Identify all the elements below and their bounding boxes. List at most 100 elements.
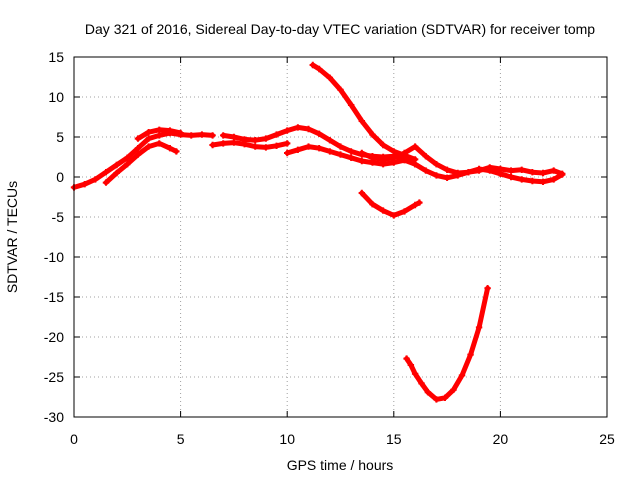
data-point [337, 86, 344, 93]
data-point [134, 145, 142, 152]
data-point [411, 201, 419, 209]
data-point [424, 389, 432, 396]
x-tick-label: 20 [493, 431, 509, 447]
data-point [241, 141, 248, 148]
data-point [166, 127, 174, 134]
x-tick-label: 0 [70, 431, 78, 447]
data-point [124, 161, 131, 168]
y-tick-label: -25 [44, 369, 64, 385]
x-axis-label: GPS time / hours [287, 457, 394, 473]
data-point [262, 135, 270, 142]
series-track-8 [358, 143, 566, 177]
data-point [379, 207, 387, 214]
data-point [305, 125, 312, 133]
chart-title: Day 321 of 2016, Sidereal Day-to-day VTE… [85, 21, 595, 37]
data-series [70, 61, 566, 403]
data-point [262, 144, 270, 151]
y-axis-label: SDTVAR / TECUs [4, 181, 20, 293]
data-point [441, 394, 449, 401]
data-point [309, 61, 316, 69]
data-point [379, 141, 387, 149]
data-point [294, 146, 302, 153]
series-track-9 [358, 189, 423, 219]
data-point [450, 386, 457, 393]
data-point [550, 167, 557, 174]
series-track-2 [102, 140, 180, 186]
data-point [379, 156, 387, 163]
data-point [134, 151, 142, 158]
data-point [326, 148, 334, 155]
series-track-7 [309, 61, 419, 163]
data-point [102, 169, 110, 176]
data-point [358, 157, 366, 165]
data-point [273, 142, 280, 149]
y-tick-label: -30 [44, 409, 64, 425]
data-point [467, 351, 474, 358]
y-tick-label: 15 [48, 49, 64, 65]
data-point [518, 166, 525, 173]
data-point [284, 140, 291, 147]
data-point [443, 166, 451, 173]
y-tick-label: 0 [56, 169, 64, 185]
data-point [433, 396, 440, 403]
data-point [358, 189, 366, 197]
data-point [390, 212, 397, 219]
data-point [347, 101, 355, 109]
data-point [92, 176, 99, 183]
data-point [252, 137, 259, 144]
y-tick-label: 10 [48, 89, 64, 105]
data-point [294, 124, 302, 131]
data-point [124, 154, 131, 161]
data-point [411, 156, 419, 163]
data-point [337, 151, 344, 158]
data-point [358, 117, 366, 125]
data-point [529, 169, 536, 176]
data-point [134, 135, 142, 142]
data-point [326, 137, 334, 144]
x-tick-label: 5 [177, 431, 185, 447]
data-point [209, 141, 216, 149]
axis-ticks: 0 5 10 15 20 25 -30 -25 -20 -15 -10 -5 0 5 10 15 [44, 49, 615, 447]
data-point [315, 65, 323, 73]
data-point [411, 143, 419, 150]
data-point [209, 132, 216, 139]
data-point [315, 130, 323, 137]
data-point [422, 167, 429, 174]
plot-frame [73, 56, 608, 418]
data-point [539, 178, 547, 185]
data-point [433, 172, 440, 179]
data-point [145, 143, 152, 150]
data-point [407, 361, 415, 369]
data-point [156, 132, 163, 139]
y-tick-label: -5 [52, 209, 65, 225]
data-point [102, 179, 110, 186]
series-track-5 [209, 139, 291, 151]
data-point [156, 126, 163, 133]
data-point [390, 154, 397, 161]
data-point [411, 370, 419, 377]
y-tick-label: -10 [44, 249, 64, 265]
data-point [369, 201, 376, 208]
data-point [145, 135, 152, 142]
data-point [113, 161, 120, 169]
data-point [337, 143, 344, 150]
data-point [358, 149, 366, 157]
data-point [369, 154, 376, 161]
x-tick-label: 15 [386, 431, 402, 447]
data-point [518, 176, 525, 183]
data-point [550, 176, 557, 183]
data-point [81, 181, 88, 188]
data-point [188, 132, 195, 139]
data-point [390, 148, 397, 155]
data-point [284, 127, 291, 134]
data-point [401, 208, 408, 215]
data-point [273, 131, 280, 138]
data-point [305, 143, 312, 150]
series-track-3 [134, 126, 184, 142]
data-point [416, 199, 423, 206]
data-point [326, 74, 334, 81]
data-point [422, 153, 429, 160]
data-point [486, 164, 493, 171]
